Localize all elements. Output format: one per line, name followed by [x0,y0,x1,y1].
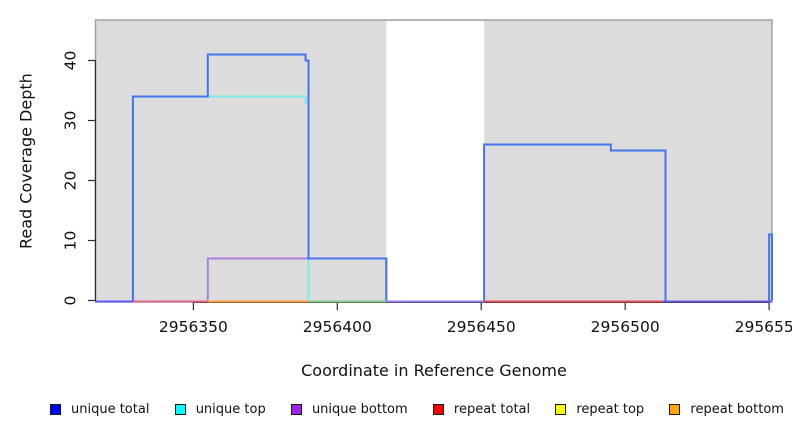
y-tick-label: 40 [62,51,80,71]
legend-swatch-icon [174,403,186,415]
legend-label: unique top [195,401,266,417]
x-tick-label: 2956500 [591,318,660,336]
legend-label: repeat bottom [690,401,784,417]
x-tick-label: 2956350 [159,318,228,336]
y-tick-label: 0 [62,296,80,306]
x-tick-label: 2956400 [303,318,372,336]
legend-swatch-icon [50,403,61,415]
legend-label: unique bottom [311,401,408,417]
legend-item-repeat-top: repeat top [555,402,644,417]
legend-item-unique-total: unique total [50,402,149,417]
legend-label: repeat total [453,401,531,417]
y-tick-label: 30 [62,111,80,131]
legend-swatch-icon [555,403,567,415]
legend-swatch-icon [669,403,681,415]
y-tick-label: 20 [62,171,80,191]
legend: unique total unique top unique bottom repea… [50,399,784,419]
y-tick-label: 10 [62,231,80,251]
legend-swatch-icon [432,403,444,415]
legend-label: unique total [71,401,150,417]
legend-item-repeat-bottom: repeat bottom [669,402,784,417]
series-unique-total [768,233,773,301]
series-unique-total [131,53,388,301]
series-unique-total [483,143,667,301]
masked-region [386,21,485,302]
legend-item-repeat-total: repeat total [432,401,531,417]
legend-item-unique-top: unique top [174,401,266,417]
legend-item-unique-bottom: unique bottom [290,401,408,417]
legend-swatch-icon [290,403,302,415]
y-axis-title: Read Coverage Depth [16,73,36,249]
x-axis-title: Coordinate in Reference Genome [301,361,567,380]
x-tick-label: 2956450 [447,318,516,336]
legend-label: repeat top [576,401,645,417]
